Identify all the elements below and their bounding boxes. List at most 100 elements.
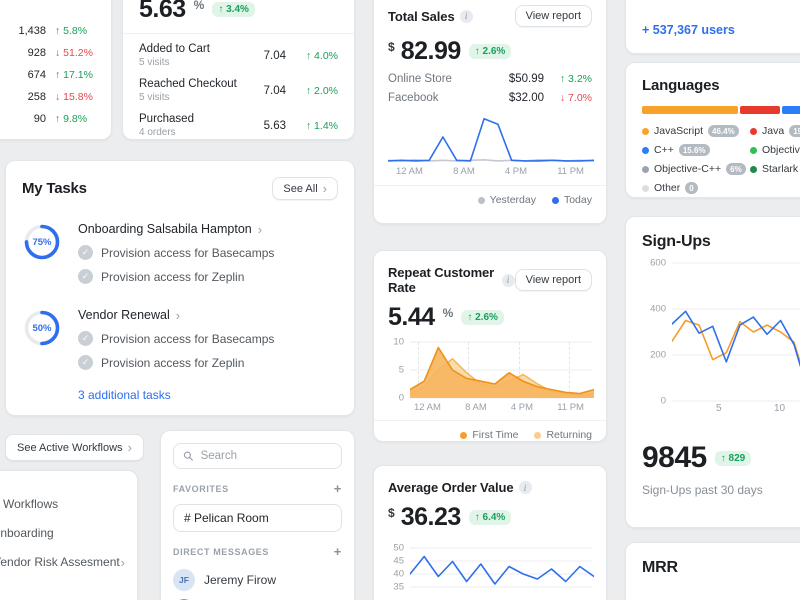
sign-ups-chart: 600 400 200 0 xyxy=(642,258,800,407)
see-all-button[interactable]: See All › xyxy=(272,177,338,200)
metric-value: 674 xyxy=(27,69,46,81)
channel-row: Online Store $50.99 ↑ 3.2% xyxy=(388,73,592,85)
sign-ups-card: Sign-Ups 600 400 200 0 5 10 9845 ↑ 829 S… xyxy=(625,216,800,528)
legend-item: Other 0 xyxy=(642,182,746,194)
task-item: 75% Onboarding Salsabila Hampton › ✓ Pro… xyxy=(22,222,338,284)
total-sales-card: Total Sales i View report $ 82.99 ↑ 2.6%… xyxy=(373,0,607,224)
see-active-workflows-label: See Active Workflows xyxy=(17,441,123,454)
x-tick: 8 AM xyxy=(465,402,487,413)
card-title: Repeat Customer Rate xyxy=(388,265,495,295)
channel-label: Online Store xyxy=(388,73,452,85)
divider xyxy=(123,33,354,34)
workflow-item[interactable]: Workflows xyxy=(3,497,59,511)
users-count-link[interactable]: + 537,367 users xyxy=(642,23,735,37)
channel-label: Facebook xyxy=(388,92,439,104)
change-badge: ↑ 6.4% xyxy=(468,510,512,525)
gridline xyxy=(569,342,570,398)
y-tick: 45 xyxy=(393,555,404,567)
x-tick: 5 xyxy=(716,403,722,414)
workflow-item[interactable]: Onboarding xyxy=(0,526,54,540)
favorites-label: FAVORITES xyxy=(173,483,229,494)
chevron-right-icon: › xyxy=(120,554,125,570)
y-tick: 200 xyxy=(650,349,666,361)
legend-dot xyxy=(750,127,757,135)
metric-change: ↑ 9.8% xyxy=(55,113,88,125)
gridline xyxy=(519,342,520,398)
language-name: Java xyxy=(762,125,785,137)
repeat-rate-card: Repeat Customer Rate i View report 5.44%… xyxy=(373,250,607,442)
funnel-step-value: 5.63 xyxy=(263,119,286,132)
chevron-right-icon: › xyxy=(322,181,327,196)
avatar: JF xyxy=(173,569,195,591)
channel-item[interactable]: # Pelican Room xyxy=(173,504,342,532)
workflows-card: Workflows Onboarding Vendor Risk Assesme… xyxy=(0,470,138,600)
search-input[interactable] xyxy=(200,450,332,462)
legend-label: Yesterday xyxy=(489,194,536,206)
legend-item: Yesterday xyxy=(477,194,536,206)
metric-change: ↑ 17.1% xyxy=(55,69,93,81)
check-icon: ✓ xyxy=(78,331,93,346)
task-title[interactable]: Onboarding Salsabila Hampton › xyxy=(78,222,274,236)
chevron-right-icon: › xyxy=(175,307,181,323)
language-share-badge: 15.6% xyxy=(678,144,710,156)
subtask-item: ✓ Provision access for Basecamps xyxy=(78,245,274,260)
sign-ups-chart-svg xyxy=(672,310,800,368)
funnel-step-value: 7.04 xyxy=(263,84,286,97)
x-axis-ticks: 5 10 xyxy=(642,401,800,415)
legend-dot xyxy=(750,146,757,154)
my-tasks-card: My Tasks See All › 75% Onboarding Salsabi… xyxy=(5,160,355,416)
x-tick: 8 AM xyxy=(453,166,475,177)
search-box[interactable] xyxy=(173,443,342,469)
info-icon[interactable]: i xyxy=(501,273,515,287)
view-report-label: View report xyxy=(525,274,581,286)
change-badge: ↑ 2.6% xyxy=(468,44,512,59)
table-row: 90 ↑ 9.8% xyxy=(0,113,99,125)
view-report-button[interactable]: View report xyxy=(514,269,592,291)
channel-value: $50.99 xyxy=(508,73,544,85)
metric-value: 1,438 xyxy=(18,25,46,37)
y-tick: 0 xyxy=(660,395,666,407)
funnel-step-sub: 5 visits xyxy=(139,57,170,68)
subtask-label: Provision access for Basecamps xyxy=(101,245,275,260)
card-title: Languages xyxy=(642,77,720,94)
add-favorite-button[interactable]: + xyxy=(333,481,342,496)
legend-item: Today xyxy=(551,194,592,206)
funnel-row: Reached Checkout 5 visits 7.04 ↑ 2.0% xyxy=(139,73,338,108)
view-report-button[interactable]: View report xyxy=(514,5,592,27)
currency-symbol: $ xyxy=(388,506,395,520)
sign-ups-total: 9845 xyxy=(642,441,707,474)
language-share-badge: 19.7% xyxy=(789,125,800,137)
chart-legend: First Time Returning xyxy=(374,421,606,449)
legend-dot xyxy=(477,196,485,204)
see-active-workflows-button[interactable]: See Active Workflows › xyxy=(5,434,144,461)
table-row: 258 ↓ 15.8% xyxy=(0,91,99,103)
info-icon[interactable]: i xyxy=(459,9,473,23)
funnel-unit: % xyxy=(193,0,205,12)
y-tick: 400 xyxy=(650,303,666,315)
funnel-step-label: Added to Cart xyxy=(139,43,210,55)
additional-tasks-link[interactable]: 3 additional tasks xyxy=(78,388,171,402)
divider xyxy=(374,185,606,186)
legend-dot xyxy=(460,431,468,439)
gridline xyxy=(418,342,419,398)
add-dm-button[interactable]: + xyxy=(333,544,342,559)
workflow-item[interactable]: Vendor Risk Assesment › xyxy=(0,555,137,569)
x-tick: 4 PM xyxy=(510,402,534,413)
task-title[interactable]: Vendor Renewal › xyxy=(78,308,274,322)
info-icon[interactable]: i xyxy=(518,481,532,494)
x-tick: 11 PM xyxy=(557,166,584,177)
dm-label: DIRECT MESSAGES xyxy=(173,546,270,557)
language-name: Starlark xyxy=(762,163,799,175)
legend-dot xyxy=(551,196,559,204)
y-tick: 0 xyxy=(398,392,404,404)
chart-legend: Yesterday Today xyxy=(374,186,606,214)
metric-change: ↓ 15.8% xyxy=(55,91,93,103)
legend-dot xyxy=(642,127,649,135)
card-title: MRR xyxy=(642,559,678,576)
dm-item[interactable]: JF Jeremy Firow xyxy=(173,569,342,591)
check-icon: ✓ xyxy=(78,269,93,284)
x-tick: 11 PM xyxy=(557,402,584,413)
legend-item: Objective-C xyxy=(750,144,800,156)
funnel-value: 5.63 xyxy=(139,0,186,23)
